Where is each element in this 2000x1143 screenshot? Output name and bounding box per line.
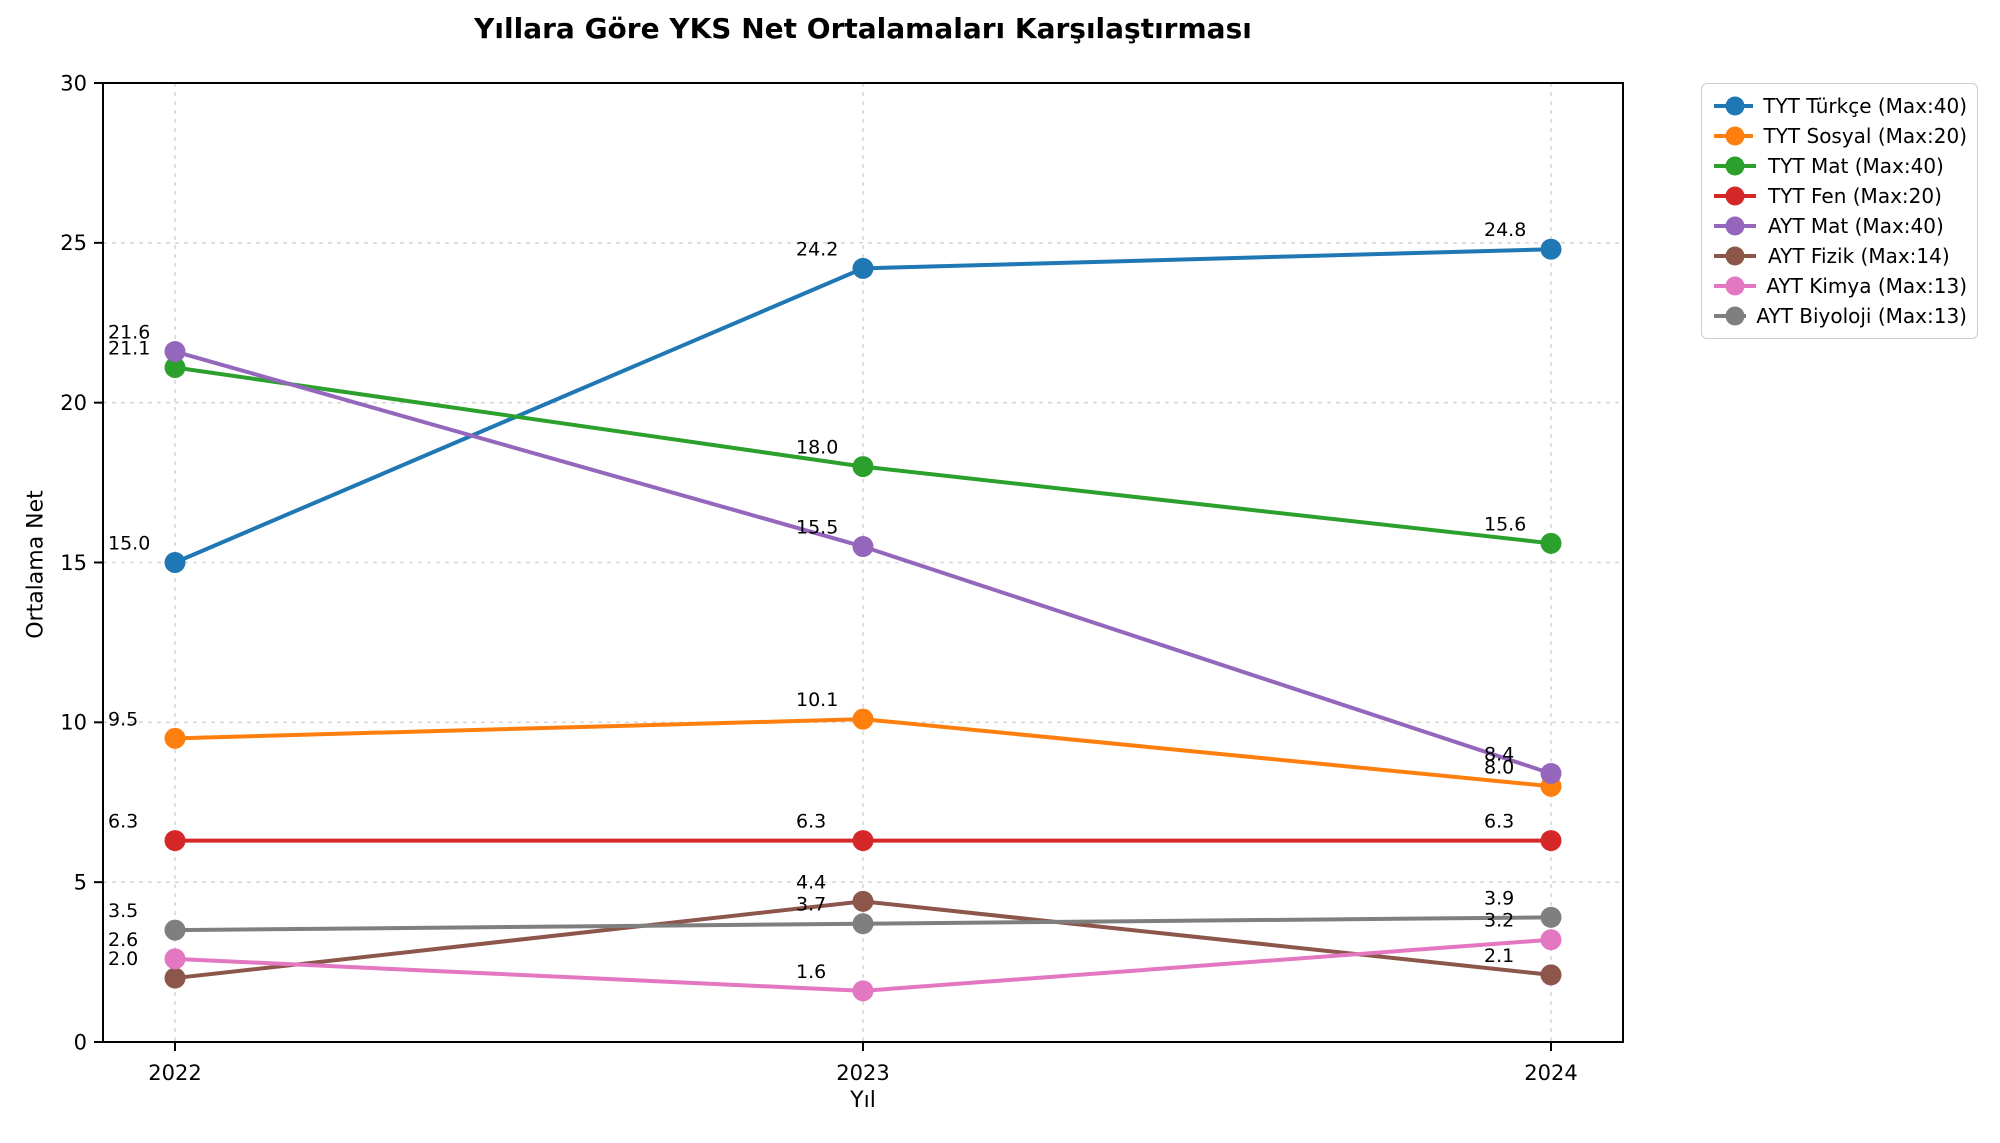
legend-line-marker-icon (1714, 156, 1756, 176)
legend-label: AYT Biyoloji (Max:13) (1756, 304, 1967, 328)
legend-item: AYT Fizik (Max:14) (1712, 241, 1967, 271)
legend-line-marker-icon (1714, 96, 1754, 116)
legend-item: TYT Fen (Max:20) (1712, 181, 1967, 211)
data-point-marker (1540, 964, 1562, 986)
data-point-marker (1540, 906, 1562, 928)
legend-label: TYT Mat (Max:40) (1768, 154, 1944, 178)
data-point-marker (1540, 830, 1562, 852)
data-point-label: 24.2 (796, 238, 838, 260)
data-point-label: 21.6 (108, 322, 150, 344)
data-point-label: 15.5 (796, 517, 838, 539)
y-tick-label: 20 (60, 391, 87, 415)
data-point-marker (164, 552, 186, 573)
data-point-marker (164, 919, 186, 941)
data-point-label: 2.0 (108, 948, 138, 970)
data-point-label: 18.0 (796, 437, 838, 459)
data-point-label: 24.8 (1484, 219, 1526, 241)
data-point-marker (1540, 532, 1562, 554)
y-tick-label: 5 (74, 871, 87, 895)
data-point-marker (1540, 929, 1562, 951)
legend-line-marker-icon (1714, 306, 1747, 326)
y-tick-label: 25 (60, 231, 87, 255)
data-point-marker (164, 830, 186, 852)
chart-title: Yıllara Göre YKS Net Ortalamaları Karşıl… (474, 12, 1252, 45)
data-point-label: 6.3 (108, 811, 138, 833)
data-point-label: 2.6 (108, 929, 138, 951)
legend-label: TYT Fen (Max:20) (1768, 184, 1942, 208)
data-point-marker (164, 967, 186, 989)
data-point-label: 4.4 (796, 871, 826, 893)
data-point-marker (852, 890, 874, 912)
data-point-label: 3.5 (108, 900, 138, 922)
legend-label: TYT Sosyal (Max:20) (1763, 124, 1967, 148)
data-point-label: 6.3 (796, 811, 826, 833)
legend: TYT Türkçe (Max:40) TYT Sosyal (Max:20) TY… (1701, 83, 1978, 339)
legend-label: AYT Mat (Max:40) (1768, 214, 1944, 238)
legend-item: AYT Mat (Max:40) (1712, 211, 1967, 241)
data-point-label: 8.4 (1484, 743, 1514, 765)
data-point-label: 3.7 (796, 894, 826, 916)
y-tick-label: 15 (60, 551, 87, 575)
data-point-marker (852, 830, 874, 852)
legend-item: AYT Biyoloji (Max:13) (1712, 301, 1967, 331)
legend-line-marker-icon (1714, 276, 1756, 296)
legend-item: AYT Kimya (Max:13) (1712, 271, 1967, 301)
x-tick-label: 2024 (1524, 1061, 1577, 1085)
data-point-marker (852, 913, 874, 935)
data-point-marker (1540, 762, 1562, 784)
y-tick-label: 10 (60, 711, 87, 735)
data-point-marker (852, 257, 874, 279)
x-tick-label: 2023 (836, 1061, 889, 1085)
data-point-marker (852, 536, 874, 558)
data-point-marker (164, 341, 186, 363)
legend-line-marker-icon (1714, 126, 1754, 146)
legend-line-marker-icon (1714, 216, 1756, 236)
data-point-label: 3.2 (1484, 910, 1514, 932)
legend-item: TYT Sosyal (Max:20) (1712, 121, 1967, 151)
data-point-label: 8.0 (1484, 756, 1514, 778)
legend-label: AYT Fizik (Max:14) (1768, 244, 1950, 268)
data-point-label: 15.0 (108, 533, 150, 555)
data-point-marker (852, 456, 874, 478)
data-point-marker (1540, 238, 1562, 260)
legend-label: TYT Türkçe (Max:40) (1763, 94, 1967, 118)
y-tick-label: 30 (60, 71, 87, 95)
x-axis-label: Yıl (850, 1088, 876, 1113)
data-point-marker (164, 948, 186, 970)
legend-item: TYT Mat (Max:40) (1712, 151, 1967, 181)
data-point-label: 3.9 (1484, 887, 1514, 909)
legend-line-marker-icon (1714, 186, 1756, 206)
y-tick-label: 0 (74, 1030, 87, 1054)
data-point-label: 6.3 (1484, 811, 1514, 833)
data-point-marker (164, 357, 186, 379)
legend-label: AYT Kimya (Max:13) (1766, 274, 1967, 298)
data-point-label: 2.1 (1484, 945, 1514, 967)
x-tick-label: 2022 (148, 1061, 201, 1085)
legend-line-marker-icon (1714, 246, 1756, 266)
data-point-marker (164, 727, 186, 749)
data-point-marker (852, 980, 874, 1002)
data-point-label: 9.5 (108, 708, 138, 730)
data-point-label: 1.6 (796, 961, 826, 983)
legend-item: TYT Türkçe (Max:40) (1712, 91, 1967, 121)
y-axis-label: Ortalama Net (23, 490, 49, 639)
data-point-label: 15.6 (1484, 513, 1526, 535)
data-point-label: 21.1 (108, 338, 150, 360)
data-point-marker (852, 708, 874, 730)
data-point-label: 10.1 (796, 689, 838, 711)
